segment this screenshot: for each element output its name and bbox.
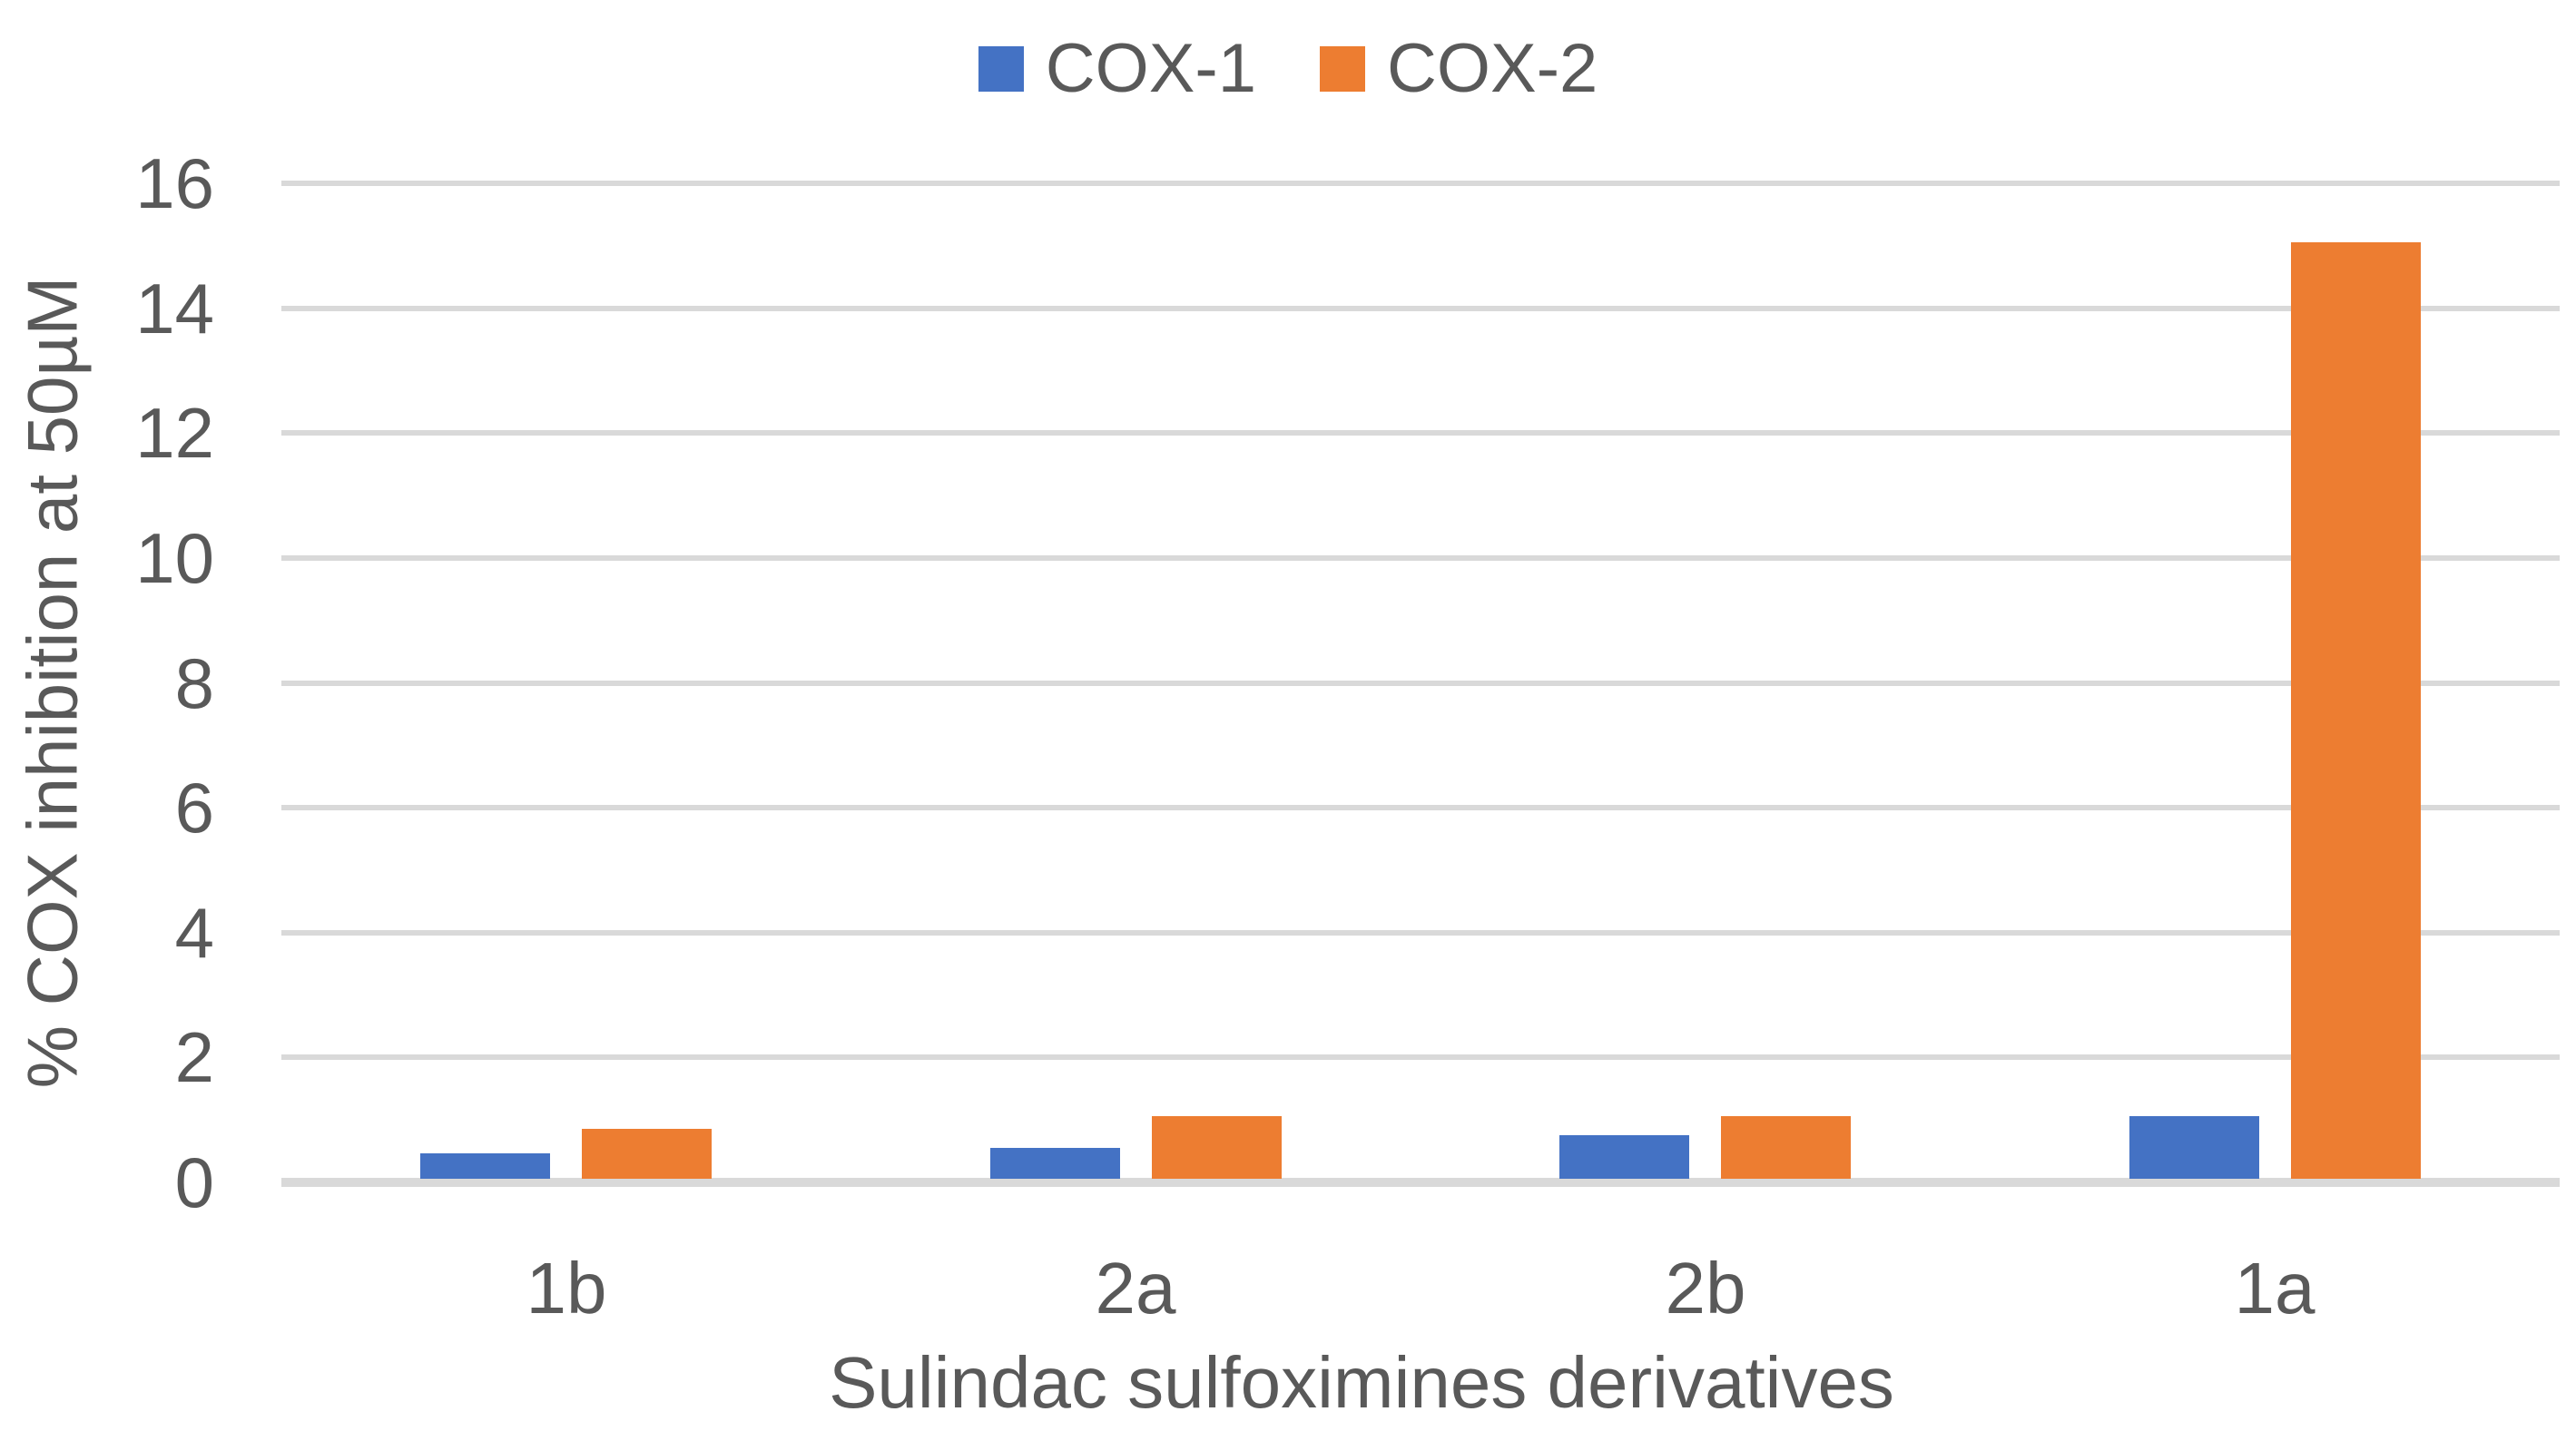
legend-item-cox-2: COX-2	[1320, 34, 1598, 103]
x-tick-label-2a: 2a	[1095, 1248, 1176, 1328]
legend-label: COX-2	[1387, 30, 1598, 107]
x-tick-label-1a: 1a	[2234, 1248, 2315, 1328]
bar-cox-2-1b	[582, 1129, 712, 1179]
y-tick-label-14: 14	[135, 268, 214, 348]
legend-item-cox-1: COX-1	[978, 34, 1256, 103]
y-tick-label-6: 6	[174, 768, 214, 848]
legend-swatch-icon	[1320, 46, 1365, 92]
bar-cox-2-2b	[1721, 1116, 1851, 1179]
x-tick-label-2b: 2b	[1665, 1248, 1746, 1328]
gridline-y14	[281, 305, 2560, 311]
gridline-y2	[281, 1054, 2560, 1061]
y-tick-label-16: 16	[135, 143, 214, 223]
legend-swatch-icon	[978, 46, 1024, 92]
bar-cox-1-1a	[2129, 1116, 2259, 1179]
bar-cox-2-1a	[2291, 242, 2421, 1179]
bar-cox-1-2b	[1559, 1135, 1689, 1179]
gridline-y16	[281, 181, 2560, 186]
x-axis-title: Sulindac sulfoximines derivatives	[829, 1342, 1894, 1423]
legend-label: COX-1	[1045, 30, 1256, 107]
y-tick-label-8: 8	[174, 642, 214, 723]
y-tick-label-12: 12	[135, 393, 214, 474]
gridline-y10	[281, 554, 2560, 561]
bar-cox-1-2a	[990, 1148, 1120, 1179]
gridline-y12	[281, 430, 2560, 436]
y-tick-label-2: 2	[174, 1017, 214, 1098]
gridline-y8	[281, 680, 2560, 686]
x-tick-label-1b: 1b	[526, 1248, 607, 1328]
y-tick-label-10: 10	[135, 517, 214, 598]
bar-cox-2-2a	[1152, 1116, 1282, 1179]
bar-cox-1-1b	[420, 1153, 550, 1179]
chart-legend: COX-1 COX-2	[0, 34, 2576, 103]
gridline-y6	[281, 805, 2560, 811]
gridline-y4	[281, 929, 2560, 936]
y-tick-label-4: 4	[174, 892, 214, 973]
y-tick-label-0: 0	[174, 1142, 214, 1222]
x-axis-line	[281, 1178, 2560, 1187]
